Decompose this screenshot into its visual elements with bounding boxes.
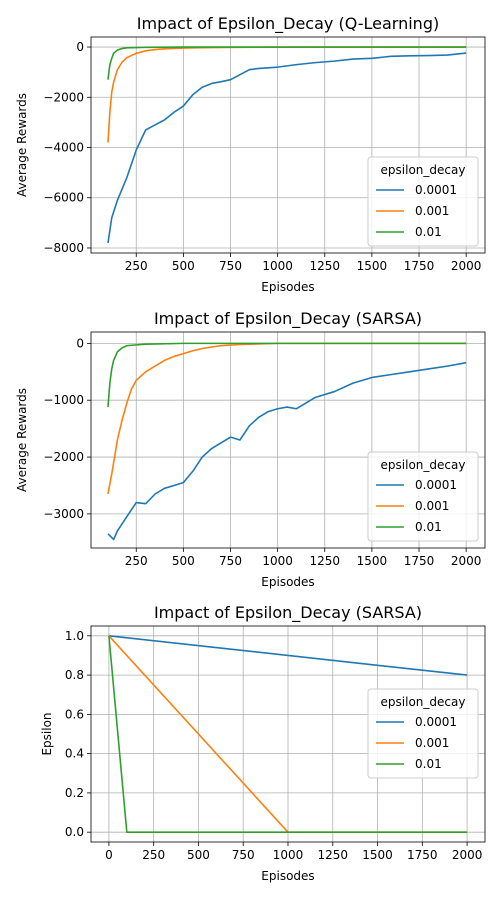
x-axis-label: Episodes xyxy=(261,575,314,589)
y-tick-label: 0.8 xyxy=(65,668,84,682)
legend-label-0.001: 0.001 xyxy=(415,736,449,750)
x-tick-label: 250 xyxy=(125,554,148,568)
plot-frame xyxy=(90,331,486,549)
chart-title: Impact of Epsilon_Decay (SARSA) xyxy=(154,603,422,623)
series-line-0.01 xyxy=(107,46,467,80)
x-tick-label: 1750 xyxy=(404,259,435,273)
legend: epsilon_decay 0.0001 0.001 0.01 xyxy=(367,451,479,542)
x-tick-label: 1250 xyxy=(309,554,340,568)
x-tick-label: 0 xyxy=(105,848,113,862)
y-tick-label: −4000 xyxy=(43,141,84,155)
series-line-0.0001 xyxy=(108,635,468,676)
x-tick-label: 1000 xyxy=(273,848,304,862)
x-tick-label: 1000 xyxy=(262,259,293,273)
x-tick-label: 1500 xyxy=(357,259,388,273)
legend-label-0.0001: 0.0001 xyxy=(415,715,457,729)
legend: epsilon_decay 0.0001 0.001 0.01 xyxy=(367,688,479,779)
x-tick-label: 1750 xyxy=(404,554,435,568)
y-tick-label: 0 xyxy=(76,336,84,350)
y-tick-label: −2000 xyxy=(43,450,84,464)
y-tick-label: −2000 xyxy=(43,90,84,104)
legend-box xyxy=(367,156,479,247)
x-tick-label: 2000 xyxy=(451,554,482,568)
legend-label-0.0001: 0.0001 xyxy=(415,183,457,197)
x-axis-label: Episodes xyxy=(261,869,314,883)
legend: epsilon_decay 0.0001 0.001 0.01 xyxy=(367,156,479,247)
x-tick-label: 500 xyxy=(172,554,195,568)
series-line-0.0001 xyxy=(107,52,467,244)
legend-title: epsilon_decay xyxy=(381,163,466,177)
x-tick-label: 1000 xyxy=(262,554,293,568)
x-tick-label: 1500 xyxy=(357,554,388,568)
x-tick-label: 2000 xyxy=(452,848,483,862)
legend-label-0.0001: 0.0001 xyxy=(415,478,457,492)
x-tick-label: 2000 xyxy=(451,259,482,273)
y-tick-label: 1.0 xyxy=(65,629,84,643)
series-line-0.001 xyxy=(107,342,467,495)
y-tick-label: −8000 xyxy=(43,241,84,255)
legend-label-0.001: 0.001 xyxy=(415,204,449,218)
y-tick-label: 0.4 xyxy=(65,747,84,761)
x-tick-label: 1250 xyxy=(309,259,340,273)
legend-title: epsilon_decay xyxy=(381,695,466,709)
x-tick-label: 1750 xyxy=(407,848,438,862)
x-tick-label: 250 xyxy=(142,848,165,862)
y-axis-label: Epsilon xyxy=(40,712,54,755)
chart-panel-3: 0 250 500 750 1000 1250 1500 1750 2000 0.0 0.2 0.4 0… xyxy=(40,603,486,883)
x-axis-label: Episodes xyxy=(261,280,314,294)
legend-label-0.001: 0.001 xyxy=(415,499,449,513)
chart-title: Impact of Epsilon_Decay (Q-Learning) xyxy=(137,14,439,34)
legend-label-0.01: 0.01 xyxy=(415,757,442,771)
y-tick-label: 0.2 xyxy=(65,786,84,800)
y-tick-label: −6000 xyxy=(43,191,84,205)
y-tick-label: 0.0 xyxy=(65,825,84,839)
series-line-0.01 xyxy=(108,635,468,833)
y-tick-label: 0 xyxy=(76,40,84,54)
legend-label-0.01: 0.01 xyxy=(415,225,442,239)
series-line-0.001 xyxy=(107,46,467,143)
y-tick-label: 0.6 xyxy=(65,707,84,721)
x-tick-label: 750 xyxy=(232,848,255,862)
series-line-0.0001 xyxy=(107,361,467,541)
x-tick-label: 1500 xyxy=(362,848,393,862)
x-tick-label: 750 xyxy=(219,259,242,273)
x-tick-label: 500 xyxy=(187,848,210,862)
series-line-0.01 xyxy=(107,342,467,408)
chart-panel-2: 250 500 750 1000 1250 1500 1750 2000 0 −1000 −2000… xyxy=(15,309,486,589)
chart-panel-1: 250 500 750 1000 1250 1500 1750 2000 0 −2000 −4000… xyxy=(15,14,486,294)
plot-frame xyxy=(90,36,486,254)
x-tick-label: 250 xyxy=(125,259,148,273)
y-axis-label: Average Rewards xyxy=(15,388,29,492)
y-tick-label: −3000 xyxy=(43,507,84,521)
y-axis-label: Average Rewards xyxy=(15,93,29,197)
x-tick-label: 1250 xyxy=(317,848,348,862)
legend-box xyxy=(367,688,479,779)
y-tick-label: −1000 xyxy=(43,393,84,407)
legend-box xyxy=(367,451,479,542)
legend-label-0.01: 0.01 xyxy=(415,520,442,534)
x-tick-label: 750 xyxy=(219,554,242,568)
chart-title: Impact of Epsilon_Decay (SARSA) xyxy=(154,309,422,329)
x-tick-label: 500 xyxy=(172,259,195,273)
legend-title: epsilon_decay xyxy=(381,458,466,472)
